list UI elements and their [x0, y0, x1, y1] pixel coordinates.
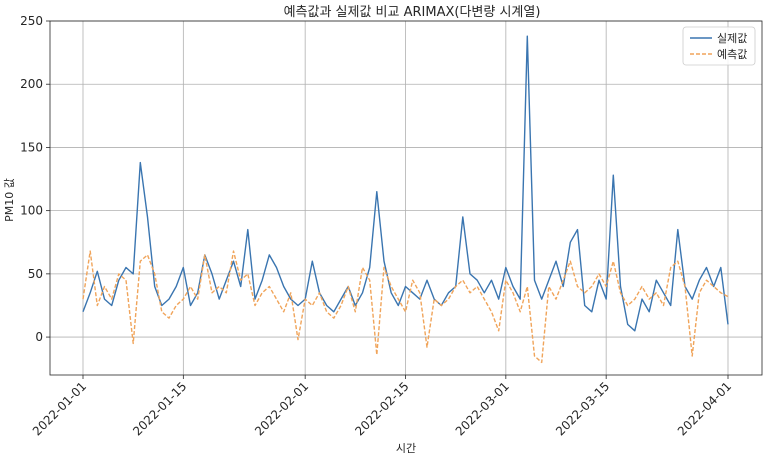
y-tick-label: 250	[20, 14, 43, 28]
x-tick-label: 2022-02-01	[252, 379, 311, 438]
axis-layer	[49, 20, 763, 376]
legend: 실제값 예측값	[682, 26, 756, 66]
y-tick-label: 50	[28, 267, 43, 281]
legend-label-predicted: 예측값	[717, 48, 747, 61]
x-tick-label: 2022-04-01	[675, 379, 734, 438]
series-predicted-line	[82, 250, 729, 364]
x-tick-label: 2022-03-15	[553, 379, 612, 438]
y-tick-label: 150	[20, 140, 43, 154]
series-actual-line	[82, 35, 729, 332]
y-tick-label: 100	[20, 204, 43, 218]
x-tick-label: 2022-02-15	[352, 379, 411, 438]
legend-box	[682, 26, 756, 66]
x-tick-label: 2022-01-01	[30, 379, 89, 438]
chart-title: 예측값과 실제값 비교 ARIMAX(다변량 시계열)	[284, 5, 541, 20]
y-tick-label: 200	[20, 77, 43, 91]
series-layer	[82, 35, 729, 364]
x-tick-label: 2022-03-01	[453, 379, 512, 438]
y-axis-label: PM10 값	[3, 178, 16, 222]
plot-frame	[49, 20, 763, 376]
grid-layer	[50, 20, 762, 375]
legend-label-actual: 실제값	[717, 32, 747, 45]
x-axis-label: 시간	[396, 442, 416, 455]
x-tick-label: 2022-01-15	[130, 379, 189, 438]
y-tick-label: 0	[35, 330, 43, 344]
